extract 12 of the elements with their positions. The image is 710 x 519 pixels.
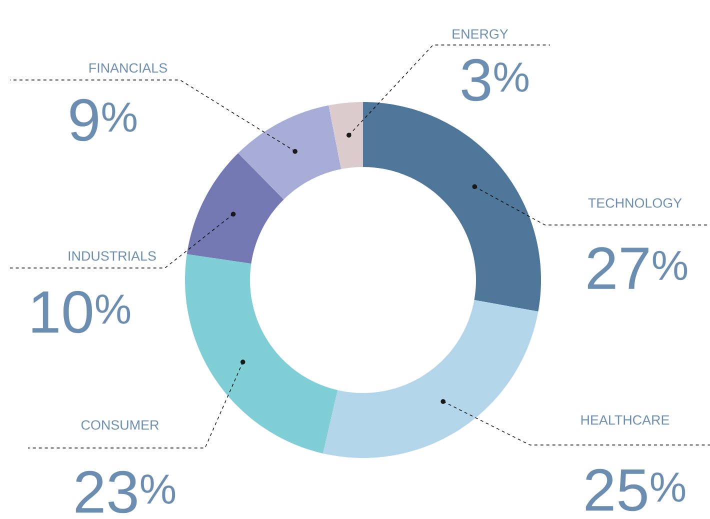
slice-label: FINANCIALS [90,63,167,73]
data-label: 10$^{%}$ [32,290,130,334]
slice-label: HEALTHCARE [581,415,670,425]
slice-label: INDUSTRIALS [68,251,156,261]
slice-label: TECHNOLOGY [588,198,682,208]
slice-label: CONSUMER [81,420,159,430]
slice-label: ENERGY [452,29,508,39]
data-label: 3$^{%}$ [462,58,528,102]
data-label: 27$^{%}$ [588,247,688,289]
data-label: 9$^{%}$ [70,98,136,142]
data-label: 25$^{%}$ [586,468,686,512]
data-label: 23$^{%}$ [76,470,176,514]
